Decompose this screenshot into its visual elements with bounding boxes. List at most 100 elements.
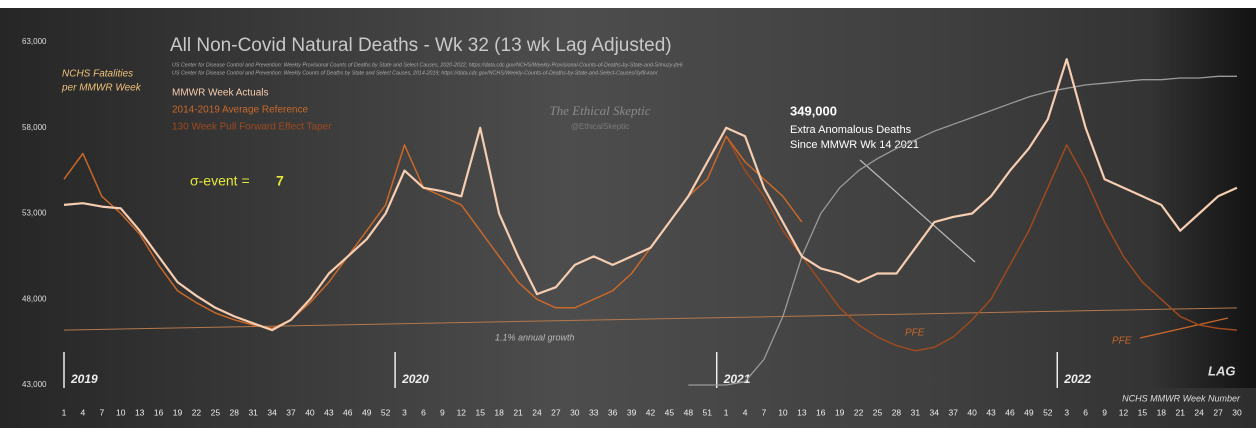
trend-label: 1.1% annual growth [495,332,575,342]
x-tick-label: 15 [475,407,485,417]
x-tick-label: 51 [703,407,713,417]
x-tick-label: 18 [494,407,504,417]
x-axis-label: NCHS MMWR Week Number [1122,393,1241,403]
x-tick-label: 40 [305,407,315,417]
lag-region [1150,8,1256,388]
x-tick-label: 37 [948,407,958,417]
x-tick-label: 52 [1043,407,1053,417]
sigma-label: σ-event = [190,173,250,189]
x-tick-label: 34 [930,407,940,417]
x-tick-label: 6 [421,407,426,417]
x-tick-label: 39 [627,407,637,417]
x-tick-label: 7 [99,407,104,417]
x-tick-label: 28 [230,407,240,417]
watermark: @EthicalSkeptic [571,122,629,131]
x-tick-label: 24 [532,407,542,417]
x-tick-label: 25 [873,407,883,417]
watermark: The Ethical Skeptic [549,103,650,118]
x-tick-label: 27 [1213,407,1223,417]
chart-title: All Non-Covid Natural Deaths - Wk 32 (13… [170,35,672,56]
legend-entry: 2014-2019 Average Reference [172,105,308,116]
x-tick-label: 45 [665,407,675,417]
x-tick-label: 21 [513,407,523,417]
x-tick-label: 6 [1083,407,1088,417]
pfe-pointer [1139,317,1229,339]
x-tick-label: 22 [192,407,202,417]
x-tick-label: 12 [457,407,467,417]
x-tick-label: 31 [911,407,921,417]
x-tick-label: 33 [589,407,599,417]
year-label: 2019 [70,372,98,386]
annotation-value: 349,000 [790,103,837,118]
source: US Center for Disease Control and Preven… [172,70,658,76]
y-tick-label: 58,000 [22,123,47,132]
x-tick-label: 28 [892,407,902,417]
y-tick-label: 48,000 [22,294,47,303]
lag-label: LAG [1208,363,1235,378]
x-tick-label: 19 [835,407,845,417]
x-tick-label: 30 [1232,407,1242,417]
x-tick-label: 1 [724,407,729,417]
x-tick-label: 34 [267,407,277,417]
x-tick-label: 48 [684,407,694,417]
annotation-pointer [859,159,976,263]
x-tick-label: 16 [154,407,164,417]
x-tick-label: 49 [1024,407,1034,417]
x-tick-label: 37 [286,407,296,417]
x-tick-label: 10 [116,407,126,417]
y-tick-label: 63,000 [22,37,47,46]
x-tick-label: 52 [381,407,391,417]
x-tick-label: 42 [646,407,656,417]
x-tick-label: 3 [402,407,407,417]
x-tick-label: 3 [1064,407,1069,417]
source: US Center for Disease Control and Preven… [172,62,683,68]
x-tick-label: 19 [173,407,183,417]
x-tick-label: 30 [570,407,580,417]
pfe-label: PFE [1112,336,1132,347]
x-tick-label: 49 [362,407,372,417]
pfe-label: PFE [905,328,925,339]
legend-entry: MMWR Week Actuals [172,88,269,99]
sigma-value: 7 [276,173,284,189]
x-tick-label: 7 [762,407,767,417]
x-tick-label: 36 [608,407,618,417]
year-label: 2021 [723,372,751,386]
x-tick-label: 31 [248,407,258,417]
x-tick-label: 15 [1138,407,1148,417]
x-tick-label: 4 [81,407,86,417]
series-line [688,75,1237,386]
x-tick-label: 43 [986,407,996,417]
x-tick-label: 1 [62,407,67,417]
x-tick-label: 25 [211,407,221,417]
x-tick-label: 10 [778,407,788,417]
y-axis-label: NCHS Fatalities [62,69,133,80]
y-tick-label: 43,000 [22,380,47,389]
x-tick-label: 18 [1157,407,1167,417]
x-tick-label: 9 [440,407,445,417]
x-tick-label: 24 [1194,407,1204,417]
background [0,8,1256,428]
year-label: 2020 [401,372,429,386]
x-tick-label: 13 [135,407,145,417]
series-line [63,58,1238,332]
legend-entry: 130 Week Pull Forward Effect Taper [172,122,332,133]
series-line [725,135,1238,352]
x-tick-label: 4 [743,407,748,417]
x-tick-label: 46 [343,407,353,417]
annotation-text: Since MMWR Wk 14 2021 [790,139,919,151]
x-tick-label: 21 [1176,407,1186,417]
x-tick-label: 16 [816,407,826,417]
x-tick-label: 43 [324,407,334,417]
y-axis-label: per MMWR Week [61,83,142,94]
annotation-text: Extra Anomalous Deaths [790,124,912,136]
x-tick-label: 12 [1119,407,1129,417]
x-tick-label: 13 [797,407,807,417]
x-tick-label: 40 [967,407,977,417]
x-tick-label: 22 [854,407,864,417]
year-label: 2022 [1063,372,1091,386]
x-tick-label: 46 [1005,407,1015,417]
x-tick-label: 9 [1102,407,1107,417]
y-tick-label: 53,000 [22,209,47,218]
x-tick-label: 27 [551,407,561,417]
